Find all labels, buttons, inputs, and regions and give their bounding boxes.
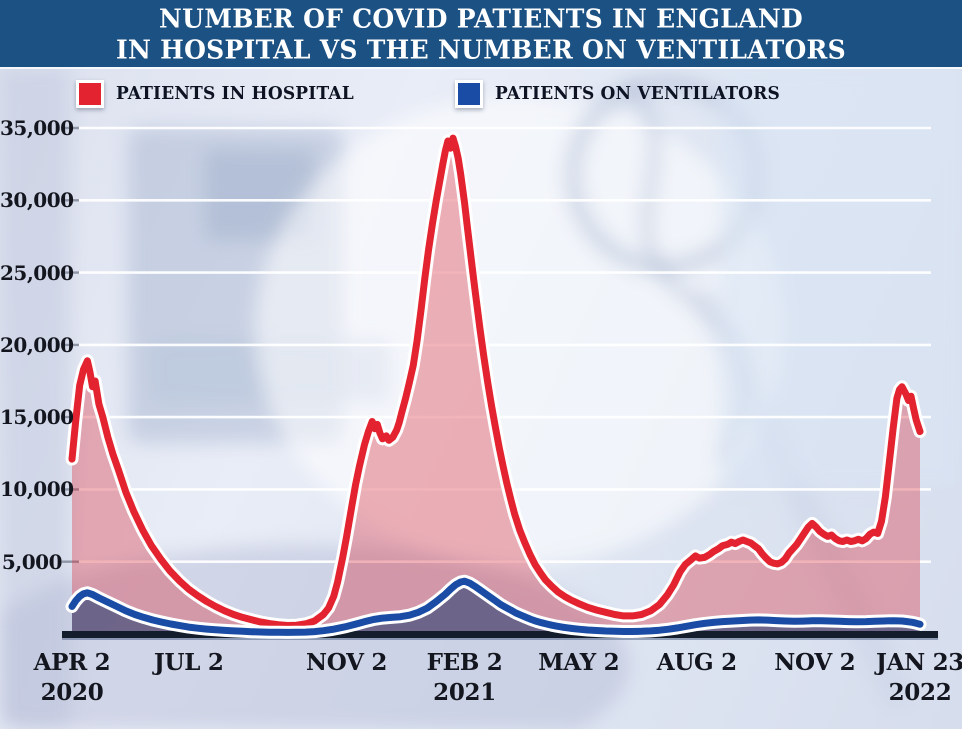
x-axis-label-date: NOV 2 [774, 649, 856, 676]
legend-label-ventilators: PATIENTS ON VENTILATORS [495, 83, 780, 105]
legend-item-ventilators: PATIENTS ON VENTILATORS [455, 80, 780, 108]
x-axis-line [62, 631, 938, 638]
legend-label-hospital: PATIENTS IN HOSPITAL [116, 83, 354, 105]
x-axis-label: JUL 2 [154, 648, 224, 678]
x-axis-label-year: 2020 [40, 679, 104, 706]
y-axis-label: 15,000 [0, 405, 74, 430]
y-axis-label: 35,000 [0, 116, 74, 140]
x-axis-label: NOV 2 [306, 648, 387, 678]
x-axis-label-date: NOV 2 [306, 649, 388, 676]
y-axis-label: 25,000 [0, 260, 74, 285]
x-axis-label: APR 2 2020 [34, 648, 111, 708]
series-fill-hospital [72, 138, 920, 634]
x-axis-label: NOV 2 [774, 648, 855, 678]
title-banner: NUMBER OF COVID PATIENTS IN ENGLAND IN H… [0, 0, 962, 67]
x-axis-label-date: MAY 2 [538, 649, 620, 676]
legend-swatch-hospital-icon [76, 80, 104, 108]
y-axis-label: 30,000 [0, 188, 74, 213]
x-axis-label-year: 2022 [888, 679, 952, 706]
series-line-hospital [68, 134, 924, 629]
x-axis-label: FEB 2 2021 [427, 648, 503, 708]
x-axis-label-date: APR 2 [33, 649, 111, 676]
x-axis-label-year: 2021 [433, 679, 496, 706]
bg-white-glow [255, 95, 785, 565]
x-axis-label-date: JAN 23 [876, 649, 962, 676]
page-title-line2: IN HOSPITAL VS THE NUMBER ON VENTILATORS [116, 33, 846, 65]
series-line-ventilators [68, 577, 924, 636]
y-axis-label: 5,000 [1, 549, 63, 574]
y-axis-label: 20,000 [0, 332, 74, 357]
legend-swatch-ventilators-icon [455, 80, 483, 108]
page-title-line1: NUMBER OF COVID PATIENTS IN ENGLAND [158, 2, 804, 34]
x-axis-label: AUG 2 [657, 648, 737, 678]
y-axis-label: 10,000 [0, 477, 74, 502]
legend-item-hospital: PATIENTS IN HOSPITAL [76, 80, 354, 108]
x-axis-line-accent [62, 638, 938, 640]
x-axis-label: MAY 2 [538, 648, 619, 678]
x-axis-label-date: JUL 2 [153, 649, 224, 676]
x-axis-label: JAN 23 2022 [876, 648, 962, 708]
x-axis-label-date: FEB 2 [426, 649, 503, 676]
x-axis-label-date: AUG 2 [656, 649, 737, 676]
